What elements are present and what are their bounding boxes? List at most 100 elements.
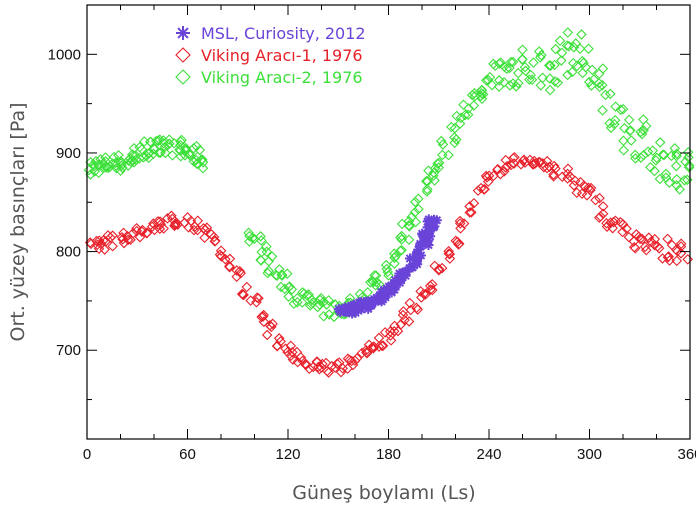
data-point [479, 183, 490, 195]
data-point [640, 244, 652, 256]
data-point [444, 253, 456, 264]
data-point [251, 292, 263, 303]
data-point [261, 246, 273, 258]
data-point [517, 53, 528, 65]
data-point [670, 160, 682, 172]
data-point [271, 270, 283, 282]
data-point [498, 61, 510, 72]
x-tick-label: 360 [677, 446, 696, 463]
data-point [128, 142, 140, 154]
data-point [435, 135, 447, 147]
data-point [635, 126, 647, 138]
data-point [406, 211, 417, 223]
data-point [189, 221, 201, 232]
data-point [412, 304, 423, 315]
data-point [323, 309, 335, 320]
data-point [279, 283, 291, 295]
data-point [549, 76, 561, 87]
data-point [437, 139, 449, 150]
data-point [543, 60, 555, 71]
data-point [571, 60, 583, 72]
data-point [481, 75, 492, 86]
data-point [403, 215, 415, 227]
data-point [197, 162, 209, 174]
data-point [292, 296, 303, 308]
data-point [107, 230, 118, 241]
series-0-points [333, 214, 442, 319]
data-point [449, 122, 461, 134]
data-point [643, 232, 655, 243]
data-point [657, 253, 668, 264]
data-point [282, 346, 293, 358]
data-point [639, 241, 651, 253]
data-point [311, 356, 323, 367]
data-point [192, 224, 203, 236]
data-point [509, 151, 520, 163]
data-point [625, 135, 637, 146]
data-point [642, 146, 654, 157]
data-point [568, 42, 580, 53]
data-point [647, 145, 658, 156]
data-point [379, 327, 391, 338]
data-point [557, 171, 568, 182]
data-point [498, 166, 510, 177]
data-point [95, 154, 106, 165]
data-point [638, 125, 649, 136]
data-point [169, 219, 181, 231]
data-point [194, 144, 206, 156]
data-point [550, 163, 561, 174]
x-tick-label: 240 [476, 446, 501, 463]
data-point [623, 231, 635, 243]
x-tick-label: 180 [376, 446, 401, 463]
legend: MSL, Curiosity, 2012 Viking Aracı-1, 1976… [175, 24, 366, 87]
data-point [493, 81, 505, 92]
data-point [454, 215, 466, 227]
data-point [315, 292, 327, 304]
data-point [304, 363, 315, 375]
data-point [433, 263, 445, 275]
data-point [271, 340, 283, 352]
data-point [403, 234, 415, 246]
data-point [583, 76, 595, 88]
data-point [556, 55, 567, 66]
series-2-points [83, 27, 695, 323]
data-point [197, 157, 209, 168]
data-point [295, 352, 307, 363]
axis-ticks: 0 60 120 180 240 300 360 700 800 900 1000 [48, 4, 696, 463]
data-point [306, 294, 318, 306]
data-point [579, 181, 591, 193]
data-point [426, 278, 438, 290]
data-point [562, 27, 574, 38]
data-point [264, 320, 276, 331]
data-point [610, 101, 621, 112]
data-point [166, 210, 177, 222]
data-point [149, 224, 160, 236]
data-point [517, 44, 528, 56]
data-point [585, 182, 597, 194]
data-point [597, 201, 609, 212]
data-point [363, 339, 375, 350]
data-point [443, 149, 454, 161]
data-point [220, 253, 231, 265]
data-point [93, 235, 105, 246]
data-point [459, 109, 471, 121]
data-point [428, 170, 439, 182]
data-point [466, 89, 478, 101]
x-tick-label: 0 [83, 446, 91, 463]
data-point [594, 212, 605, 223]
data-point [373, 332, 385, 344]
data-point [415, 286, 426, 297]
data-point [403, 316, 415, 327]
data-point [638, 114, 649, 125]
data-point [433, 264, 445, 276]
data-point [382, 266, 394, 278]
data-point [629, 242, 641, 254]
data-point [131, 223, 142, 234]
data-point [261, 241, 272, 252]
data-point [635, 152, 647, 163]
data-point [533, 46, 545, 57]
data-point [373, 341, 385, 352]
data-point [683, 160, 695, 171]
data-point [566, 66, 578, 78]
